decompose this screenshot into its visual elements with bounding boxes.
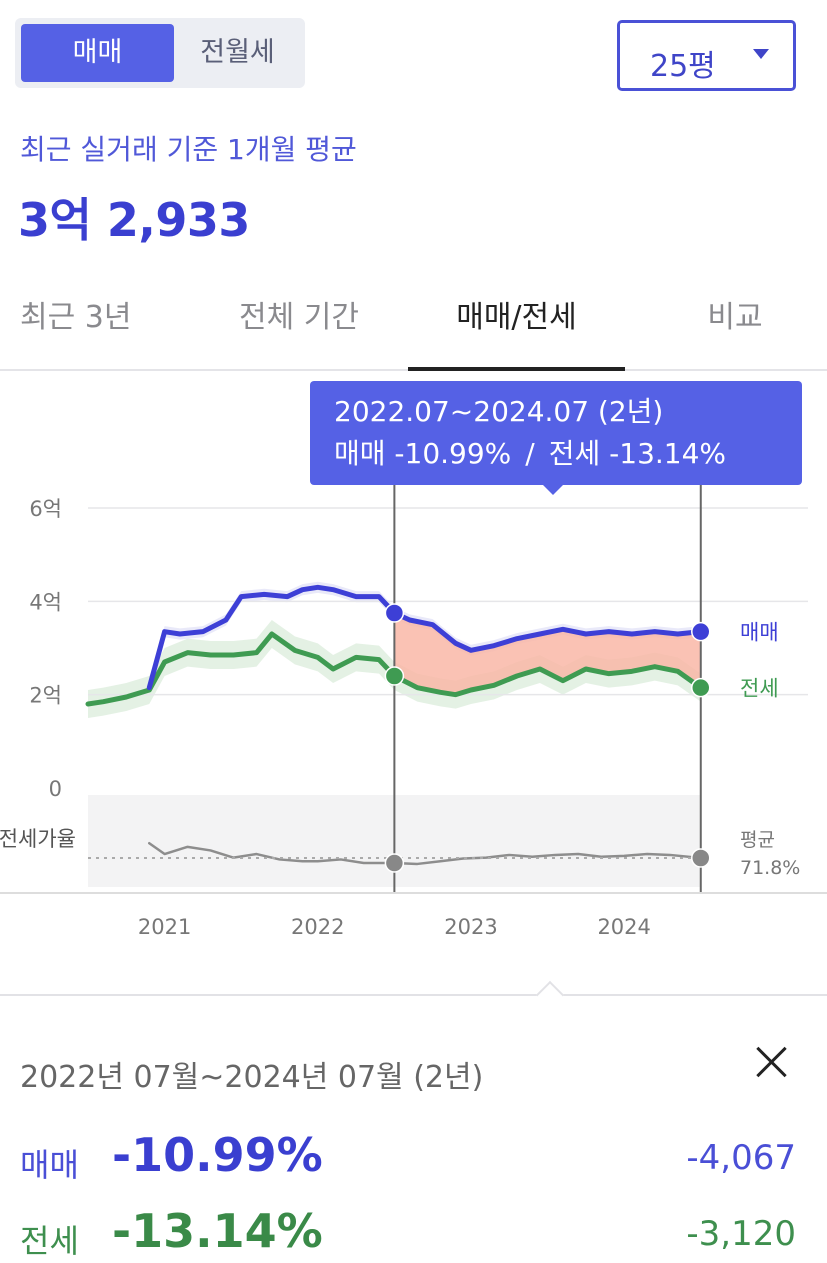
tooltip-range: 2022.07~2024.07 (2년) <box>334 395 664 428</box>
detail-sale-row: 매매 -10.99% -4,067 <box>20 1128 800 1188</box>
detail-rent-row: 전세 -13.14% -3,120 <box>20 1204 800 1263</box>
area-select-value: 25평 <box>650 49 716 84</box>
tab-compare[interactable]: 비교 <box>707 300 763 335</box>
trade-type-toggle: 매매 전월세 <box>15 18 305 88</box>
chart-gridlines <box>0 507 827 894</box>
caret-down-icon <box>753 49 769 59</box>
x-tick-label: 2022 <box>291 915 344 939</box>
sale-toggle-button[interactable]: 매매 <box>21 24 174 82</box>
sale-end-dot <box>691 621 711 642</box>
chart-series-dots <box>384 603 711 873</box>
detail-sale-amount: -4,067 <box>686 1138 796 1178</box>
detail-sale-label: 매매 <box>20 1146 79 1184</box>
price-subtitle: 최근 실거래 기준 1개월 평균 <box>20 133 357 166</box>
y-tick-label: 4억 <box>29 590 62 614</box>
ratio-average-value: 71.8% <box>740 857 800 879</box>
tooltip-rent-text: 전세 -13.14% <box>548 437 727 470</box>
detail-sale-pct: -10.99% <box>112 1128 323 1182</box>
x-tick-label: 2023 <box>444 915 497 939</box>
rent-series-line <box>85 631 704 707</box>
ratio-label: 전세가율 <box>0 827 76 851</box>
rent-end-dot <box>691 677 711 698</box>
section-divider <box>0 994 827 996</box>
ratio-start-dot <box>384 853 405 873</box>
close-icon[interactable] <box>750 1040 794 1084</box>
tooltip-values: 매매 -10.99% / 전세 -13.14% <box>334 433 778 475</box>
detail-period: 2022년 07월~2024년 07월 (2년) <box>20 1060 484 1095</box>
x-tick-label: 2024 <box>597 915 650 939</box>
ratio-end-dot <box>691 848 711 868</box>
tooltip-separator: / <box>525 437 535 470</box>
rent-toggle-button[interactable]: 전월세 <box>200 37 275 68</box>
tab-recent-3y[interactable]: 최근 3년 <box>20 300 132 335</box>
detail-rent-amount: -3,120 <box>686 1214 796 1254</box>
sale-start-dot <box>384 603 405 623</box>
divider-notch <box>535 980 565 1010</box>
y-tick-label: 0 <box>49 777 62 801</box>
range-tooltip: 2022.07~2024.07 (2년) 매매 -10.99% / 전세 -13.1… <box>310 381 802 495</box>
area-select[interactable]: 25평 <box>617 20 796 91</box>
rent-end-label: 전세 <box>740 677 779 701</box>
x-tick-label: 2021 <box>138 915 191 939</box>
sale-end-label: 매매 <box>740 621 779 645</box>
detail-rent-pct: -13.14% <box>112 1204 323 1258</box>
tooltip-sale-text: 매매 -10.99% <box>334 437 512 470</box>
ratio-average-label: 평균 <box>740 829 775 851</box>
rent-start-dot <box>384 666 405 686</box>
period-tabs: 최근 3년 전체 기간 매매/전세 비교 <box>0 268 827 371</box>
y-tick-label: 6억 <box>29 497 62 521</box>
y-tick-label: 2억 <box>29 684 62 708</box>
detail-rent-label: 전세 <box>20 1222 79 1260</box>
tab-all-period[interactable]: 전체 기간 <box>239 300 359 335</box>
tab-sale-rent[interactable]: 매매/전세 <box>408 292 625 371</box>
average-price: 3억 2,933 <box>18 193 250 247</box>
